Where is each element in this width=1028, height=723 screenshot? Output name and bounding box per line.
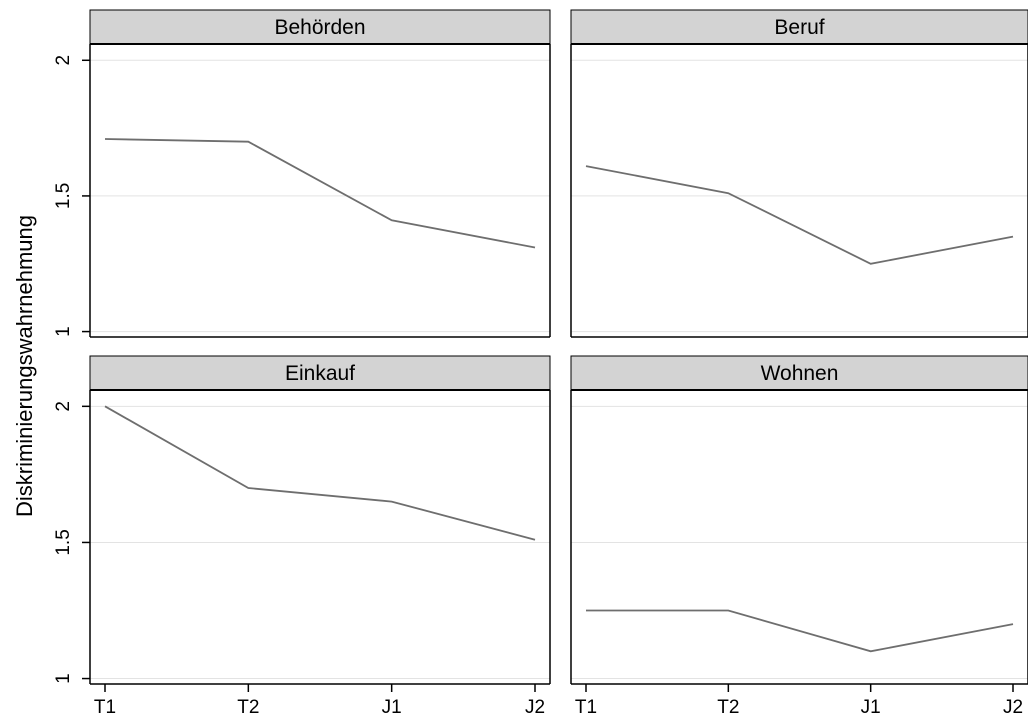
panel-3: Einkauf 1 1.5 2 T1 T2 J1 J2 <box>53 355 551 718</box>
series-line <box>104 138 536 249</box>
y-tick-label: 1 <box>53 326 74 337</box>
series-line <box>586 609 1014 653</box>
x-tick-label: J2 <box>1003 697 1023 718</box>
x-tick-label: J1 <box>382 697 402 718</box>
y-axis-label: Diskriminierungswahrnehmung <box>12 215 37 517</box>
series-line <box>104 405 536 541</box>
plot-area <box>571 390 1028 684</box>
y-tick-label: 1 <box>53 673 74 684</box>
x-tick-label: T2 <box>237 697 259 718</box>
panel-4: Wohnen T1 T2 J1 J2 <box>570 355 1028 718</box>
x-tick-label: J2 <box>525 697 545 718</box>
panel-2: Beruf <box>570 9 1028 338</box>
plot-area <box>90 390 550 684</box>
y-tick-label: 2 <box>53 401 74 412</box>
panel-strip <box>570 9 1028 45</box>
y-tick-label: 1.5 <box>53 529 74 555</box>
panel-strip <box>89 9 551 45</box>
panel-title: Behörden <box>274 16 365 39</box>
y-tick-label: 2 <box>53 55 74 66</box>
panel-title: Einkauf <box>285 362 355 385</box>
panel-title: Wohnen <box>761 362 839 385</box>
plot-area <box>571 44 1028 337</box>
x-tick-label: T1 <box>94 697 116 718</box>
x-tick-label: T1 <box>575 697 597 718</box>
x-tick-label: T2 <box>717 697 739 718</box>
x-tick-label: J1 <box>861 697 881 718</box>
y-tick-label: 1.5 <box>53 183 74 209</box>
panel-1: Behörden 1 1.5 2 <box>53 9 551 338</box>
series-line <box>585 165 1014 265</box>
panel-title: Beruf <box>774 16 824 39</box>
plot-area <box>90 44 550 337</box>
